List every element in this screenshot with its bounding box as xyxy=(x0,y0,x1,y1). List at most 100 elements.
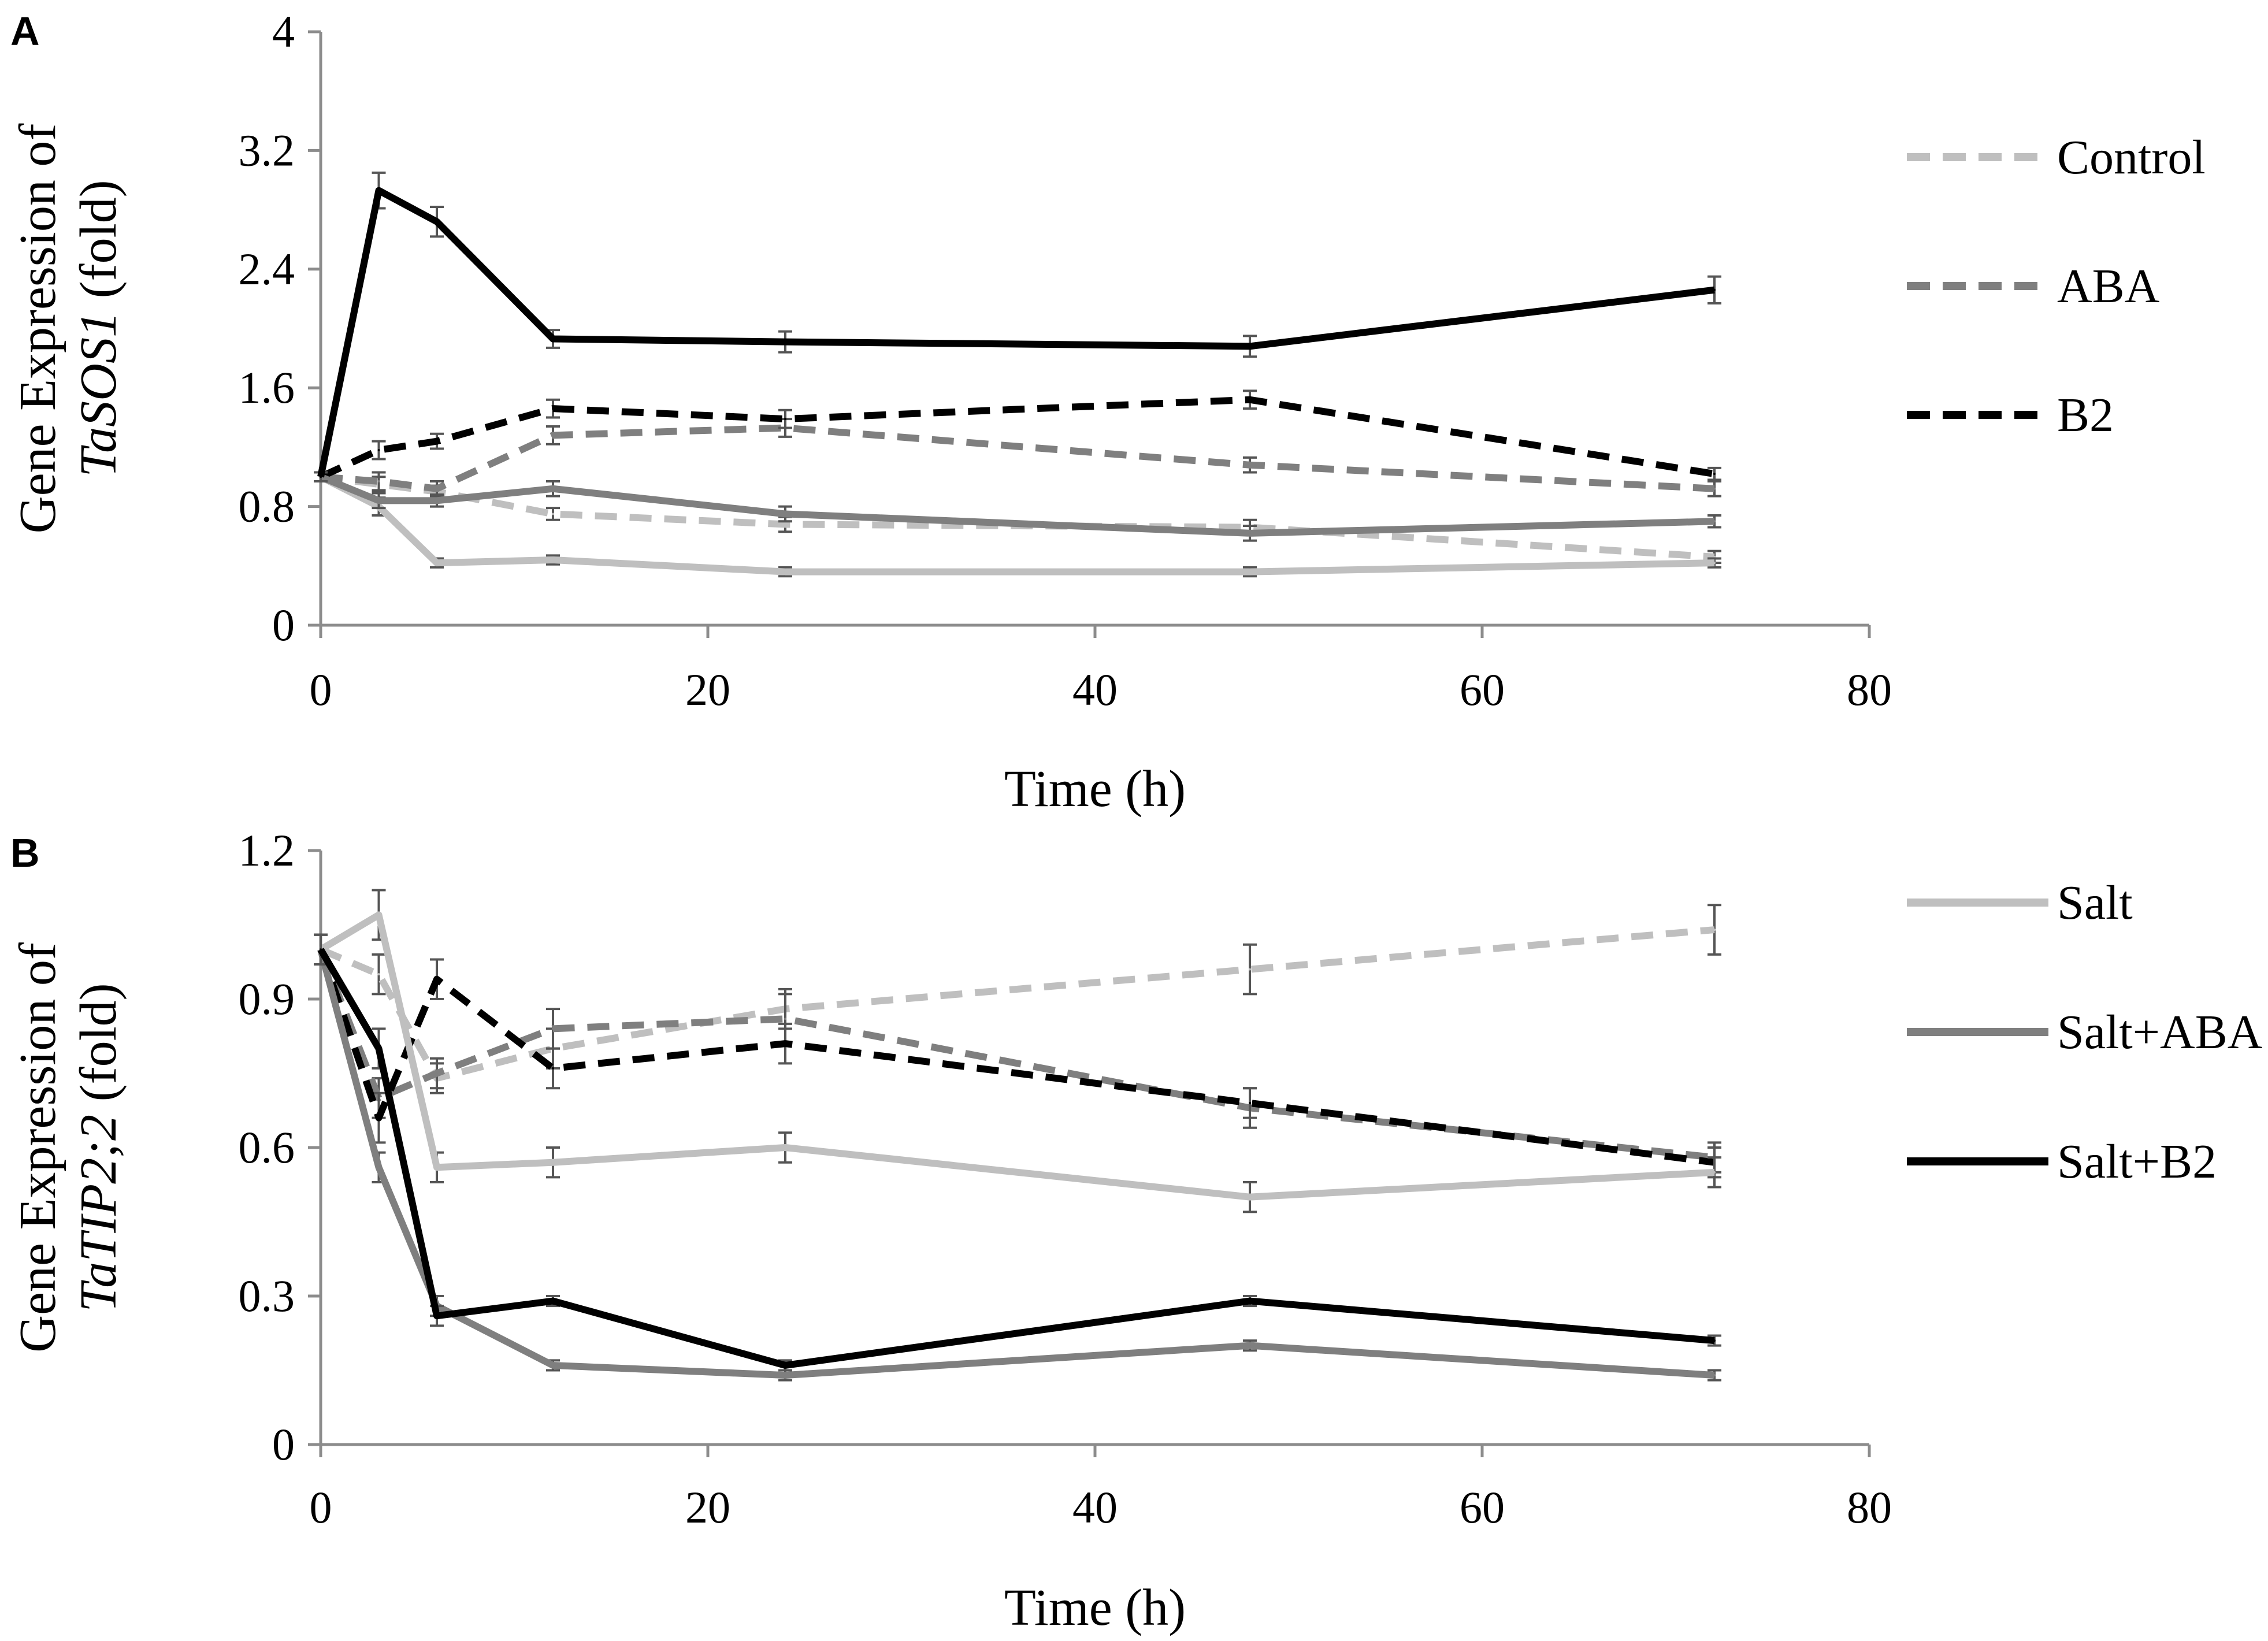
legend-item-aba: ABA xyxy=(1907,259,2160,313)
panel-b-point-salt-b2 xyxy=(320,948,322,951)
panel-b-point-salt xyxy=(1713,1171,1716,1174)
panel-b-x-tick-label: 0 xyxy=(310,1482,332,1532)
panel-b-line-salt-b2 xyxy=(317,948,1715,1369)
panel-b-point-control xyxy=(377,973,380,976)
panel-a-y-axis-gene-name: TaSOS1 xyxy=(70,311,127,477)
panel-a-y-tick-label: 1.6 xyxy=(239,362,295,413)
legend-label-salt: Salt xyxy=(2057,876,2133,930)
panel-a-point-salt xyxy=(436,562,438,565)
legend-item-control: Control xyxy=(1907,131,2206,184)
panel-a-point-aba xyxy=(1249,463,1251,466)
panel-a-line-salt-b2 xyxy=(317,187,1715,478)
panel-b-y-axis-title-line1: Gene Expression of xyxy=(9,942,66,1353)
panel-b-point-salt-b2 xyxy=(784,1364,786,1367)
panel-a-point-salt-aba xyxy=(436,499,438,502)
panel-a-point-salt-b2 xyxy=(1713,288,1716,291)
panel-a-point-b2 xyxy=(1249,398,1251,401)
legend-label-salt-b2: Salt+B2 xyxy=(2057,1135,2217,1189)
legend-item-salt-b2: Salt+B2 xyxy=(1907,1135,2217,1189)
panel-b-point-salt-aba xyxy=(377,1166,380,1169)
panel-a-x-tick-label: 60 xyxy=(1460,664,1505,715)
panel-b-y-tick-label: 0.9 xyxy=(239,974,295,1024)
panel-a-point-aba xyxy=(377,480,380,482)
panel-a-point-salt-b2 xyxy=(784,340,786,343)
panel-a-y-tick-label: 0 xyxy=(272,600,295,650)
legend-item-salt: Salt xyxy=(1907,876,2133,930)
panel-b-point-b2 xyxy=(436,978,438,981)
legend-label-salt-aba: Salt+ABA xyxy=(2057,1005,2263,1059)
legend-label-control: Control xyxy=(2057,131,2206,184)
panel-b-series-salt-aba xyxy=(314,933,1721,1382)
legend-label-b2: B2 xyxy=(2057,388,2114,442)
panel-b-point-salt-aba xyxy=(552,1364,554,1367)
panel-b-y-tick-label: 0 xyxy=(272,1419,295,1469)
panel-a-point-salt xyxy=(1249,570,1251,573)
panel-a-y-tick-label: 0.8 xyxy=(239,481,295,532)
panel-a-y-axis-title-line1: Gene Expression of xyxy=(9,124,66,534)
panel-a-series-salt-b2 xyxy=(314,171,1721,482)
panel-b-y-axis-unit: (fold) xyxy=(70,983,127,1114)
panel-a-point-salt xyxy=(552,559,554,562)
panel-b-point-salt xyxy=(784,1146,786,1149)
panel-a-point-salt-b2 xyxy=(1249,345,1251,348)
panel-b-series-salt xyxy=(314,889,1721,1213)
panel-a-series-b2 xyxy=(314,389,1721,482)
panel-b-point-salt xyxy=(552,1161,554,1164)
panel-b-y-axis-title-line2: TaTIP2;2 (fold) xyxy=(70,983,127,1312)
panel-b-x-axis-title: Time (h) xyxy=(1004,1579,1186,1636)
panel-a-series-control xyxy=(314,471,1721,565)
panel-b-point-b2 xyxy=(784,1042,786,1045)
panel-a-y-tick-label: 2.4 xyxy=(239,244,295,294)
panel-a-point-b2 xyxy=(552,407,554,410)
panel-b-point-salt-b2 xyxy=(377,1047,380,1050)
panel-a-point-b2 xyxy=(377,449,380,452)
panel-a-point-aba xyxy=(436,487,438,490)
panel-a-point-salt-b2 xyxy=(436,220,438,223)
panel-b-point-b2 xyxy=(1249,1101,1251,1104)
panel-a-point-salt xyxy=(784,570,786,573)
panel-a-line-salt-aba xyxy=(319,473,1715,537)
legend-item-b2: B2 xyxy=(1907,388,2114,442)
legend-label-aba: ABA xyxy=(2057,259,2160,313)
panel-b-point-aba xyxy=(552,1027,554,1030)
panel-a-point-b2 xyxy=(1713,473,1716,476)
panel-b-point-salt-b2 xyxy=(1713,1339,1716,1342)
panel-a-point-salt xyxy=(1713,562,1716,565)
panel-b-point-salt-aba xyxy=(1713,1374,1716,1377)
panel-b-point-salt-aba xyxy=(1249,1344,1251,1347)
panel-a-point-salt-aba xyxy=(552,487,554,490)
panel-b-point-salt xyxy=(436,1166,438,1169)
panel-b-line-control xyxy=(319,926,1715,1082)
panel-b-x-tick-label: 20 xyxy=(685,1482,730,1532)
panel-b-y-tick-label: 1.2 xyxy=(239,825,295,875)
panel-b-point-salt-aba xyxy=(784,1374,786,1377)
panel-a-series-salt-aba xyxy=(314,471,1721,542)
panel-b-chart: B 0 0.3 0.6 0.9 1.2 0 20 40 60 80 Time (h) Gene Exp… xyxy=(9,825,1892,1636)
panel-a-x-axis-title: Time (h) xyxy=(1004,760,1186,818)
panel-b-point-b2 xyxy=(552,1067,554,1070)
panel-b-x-tick-label: 60 xyxy=(1460,1482,1505,1532)
panel-a-letter: A xyxy=(10,9,40,54)
panel-b-point-salt xyxy=(377,914,380,916)
panel-a-x-tick-label: 80 xyxy=(1847,664,1892,715)
panel-b-point-aba xyxy=(784,1018,786,1020)
legend-item-salt-aba: Salt+ABA xyxy=(1907,1005,2263,1059)
panel-a-point-control xyxy=(552,513,554,515)
panel-b-x-tick-label: 80 xyxy=(1847,1482,1892,1532)
panel-a-point-salt-aba xyxy=(377,499,380,502)
panel-a-point-salt-aba xyxy=(1713,520,1716,523)
panel-a-point-salt-aba xyxy=(1249,532,1251,534)
panel-b-y-tick-label: 0.6 xyxy=(239,1122,295,1172)
panel-b-letter: B xyxy=(10,830,40,875)
panel-b-x-tick-label: 40 xyxy=(1072,1482,1118,1532)
panel-a-y-axis-title-line2: TaSOS1 (fold) xyxy=(70,180,127,477)
panel-a-y-tick-label: 3.2 xyxy=(239,125,295,175)
panel-b-point-control xyxy=(1249,968,1251,971)
panel-b-point-salt xyxy=(1249,1196,1251,1198)
panel-a-point-salt-b2 xyxy=(552,337,554,340)
panel-a-line-b2 xyxy=(319,396,1715,480)
panel-a-point-b2 xyxy=(784,418,786,421)
panel-b-series-salt-b2 xyxy=(314,933,1721,1372)
